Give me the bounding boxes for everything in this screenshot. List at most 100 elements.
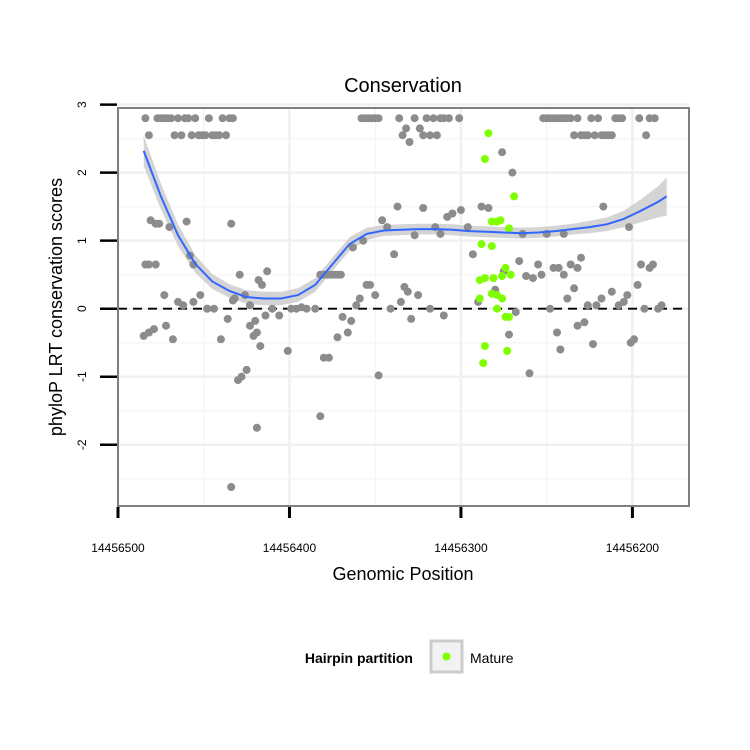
data-point — [348, 243, 357, 252]
smooth-curve — [142, 150, 668, 300]
data-point — [218, 114, 227, 123]
legend-title: Hairpin partition — [305, 650, 413, 666]
y-tick-label: 3 — [75, 101, 89, 108]
data-point — [607, 287, 616, 296]
data-point — [151, 260, 160, 269]
data-point — [559, 229, 568, 238]
data-point — [275, 311, 284, 320]
data-point — [223, 314, 232, 323]
data-point — [553, 328, 561, 337]
data-point — [338, 312, 347, 321]
data-point — [456, 206, 465, 215]
y-tick-label: -2 — [75, 439, 89, 450]
data-point — [529, 274, 537, 283]
plot-border — [117, 107, 690, 507]
data-point — [252, 423, 261, 432]
data-point — [203, 304, 212, 313]
data-point — [525, 369, 534, 378]
data-point — [150, 325, 158, 334]
mature-point — [487, 242, 496, 251]
mature-point — [498, 294, 507, 303]
mature-point — [505, 224, 513, 233]
mature-point — [496, 216, 505, 225]
data-point — [390, 250, 399, 259]
data-point — [402, 124, 411, 133]
data-point — [378, 216, 387, 225]
data-point — [505, 330, 513, 339]
data-point — [398, 131, 407, 140]
data-point — [537, 270, 546, 279]
data-point — [556, 345, 565, 354]
data-point — [366, 280, 375, 289]
data-point — [407, 314, 416, 323]
data-point — [583, 301, 592, 310]
data-point — [174, 297, 182, 306]
data-point — [511, 308, 520, 317]
data-point — [311, 304, 320, 313]
data-point — [554, 263, 563, 272]
data-point — [559, 270, 568, 279]
data-point — [419, 131, 428, 140]
mature-point — [505, 312, 513, 321]
data-point — [174, 114, 182, 123]
legend-label-mature: Mature — [470, 650, 514, 666]
data-point — [177, 131, 186, 140]
data-point — [422, 114, 431, 123]
data-point — [242, 365, 251, 374]
data-point — [439, 311, 448, 320]
data-point — [336, 270, 345, 279]
mature-point — [493, 304, 501, 313]
x-tick-label: 14456500 — [91, 541, 145, 555]
data-point — [204, 114, 213, 123]
data-point — [633, 280, 642, 289]
mature-point — [480, 274, 489, 283]
data-point — [607, 131, 616, 140]
loess-smooth-line — [142, 150, 668, 300]
data-point — [144, 131, 153, 140]
data-point — [403, 287, 412, 296]
data-point — [563, 294, 572, 303]
x-axis-label: Genomic Position — [332, 564, 473, 584]
data-point — [187, 131, 196, 140]
data-point — [534, 260, 543, 269]
data-point — [196, 291, 205, 300]
y-tick-label: 2 — [75, 169, 89, 176]
data-point — [352, 301, 361, 310]
data-point — [597, 294, 606, 303]
data-point — [580, 318, 589, 327]
data-point — [343, 328, 352, 337]
data-point — [587, 114, 596, 123]
data-point — [237, 372, 246, 381]
mature-point — [480, 342, 489, 351]
mature-point — [489, 274, 498, 283]
data-point — [583, 131, 592, 140]
data-point — [573, 114, 582, 123]
x-tick-label: 14456300 — [434, 541, 488, 555]
data-point — [410, 114, 419, 123]
data-point — [649, 260, 657, 269]
data-point — [396, 297, 405, 306]
data-point — [216, 335, 225, 344]
y-tick-label: 1 — [75, 237, 89, 244]
data-point — [246, 321, 254, 330]
data-point — [426, 304, 435, 313]
mature-point — [484, 129, 493, 138]
data-point — [228, 296, 237, 305]
data-point — [508, 168, 517, 177]
y-axis-label: phyloP LRT conservation scores — [46, 178, 66, 436]
data-point — [577, 253, 585, 262]
data-point — [395, 114, 404, 123]
chart-title: Conservation — [344, 75, 462, 97]
data-point — [261, 311, 270, 320]
data-point — [650, 114, 659, 123]
data-point — [210, 304, 218, 313]
data-point — [258, 280, 266, 289]
data-point — [432, 131, 441, 140]
mature-point — [503, 346, 512, 355]
mature-point — [479, 359, 488, 368]
data-point — [410, 231, 419, 240]
data-point — [324, 353, 333, 362]
data-point — [144, 260, 153, 269]
legend-key-dot — [442, 652, 451, 661]
